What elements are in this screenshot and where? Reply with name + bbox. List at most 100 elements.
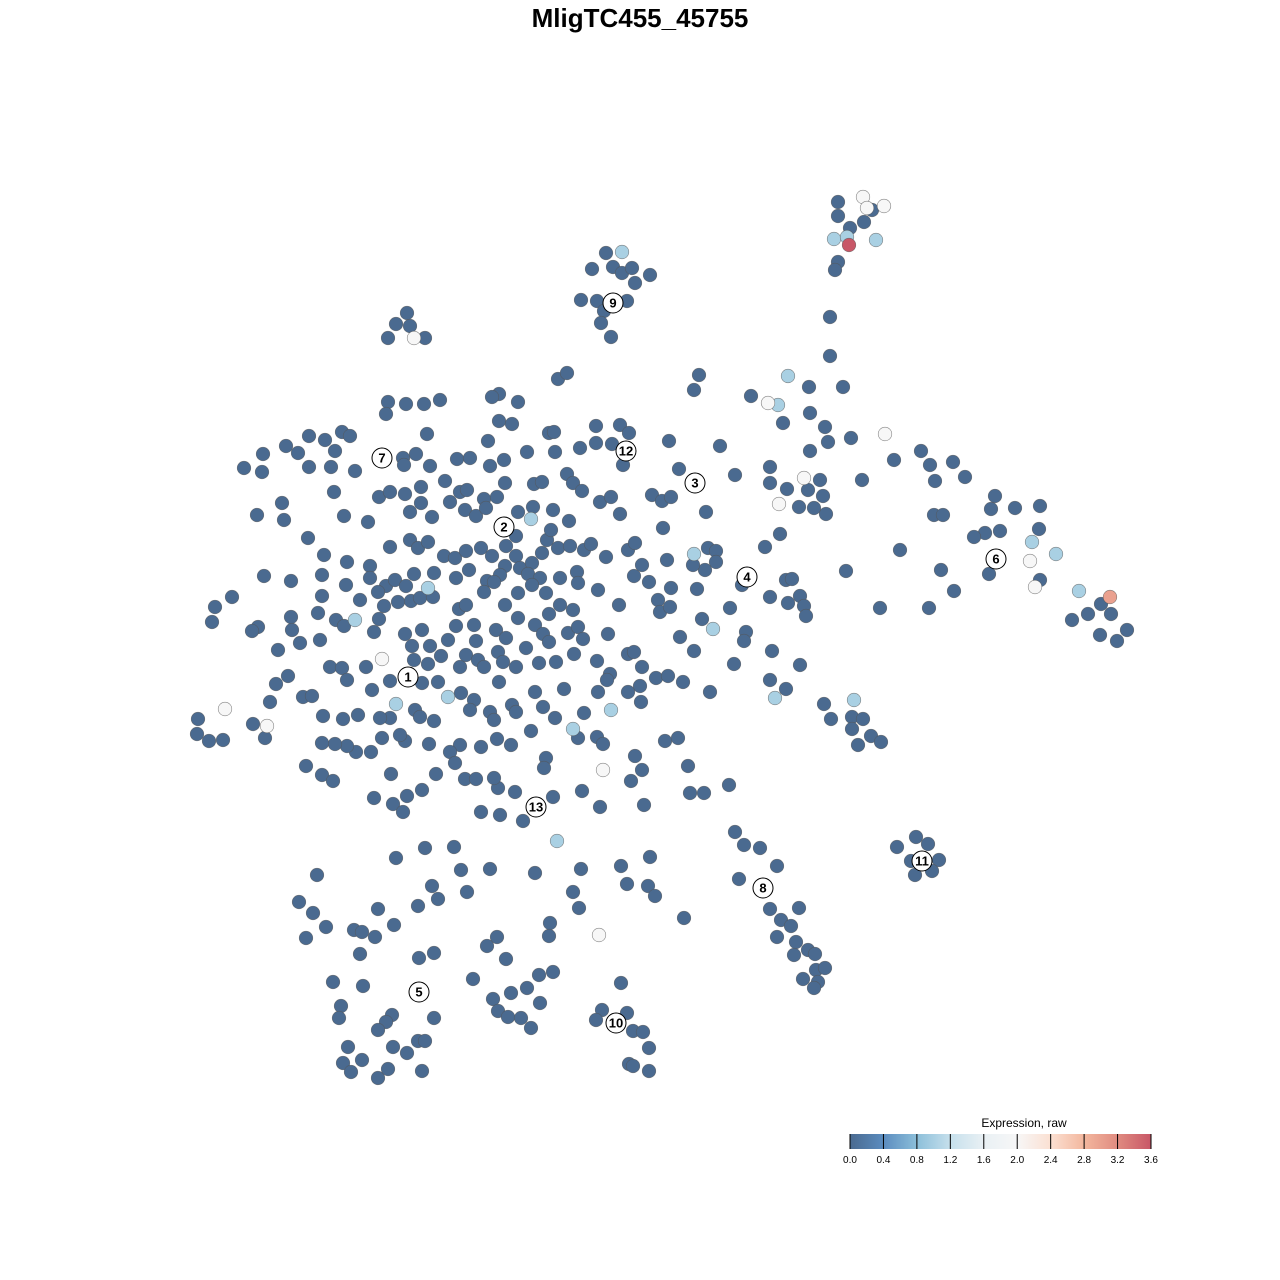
data-point xyxy=(484,389,500,405)
data-point xyxy=(283,573,299,589)
data-point xyxy=(380,1061,396,1077)
data-point xyxy=(543,522,559,538)
data-point xyxy=(515,813,531,829)
data-point xyxy=(621,425,637,441)
data-point xyxy=(414,782,430,798)
legend-colorbar xyxy=(850,1134,1151,1149)
data-point xyxy=(625,1058,641,1074)
data-point xyxy=(458,543,474,559)
legend-tick-label: 2.4 xyxy=(1044,1155,1058,1166)
data-point xyxy=(642,849,658,865)
data-point xyxy=(565,721,581,737)
data-point xyxy=(402,318,418,334)
data-point xyxy=(662,599,678,615)
data-point xyxy=(570,619,586,635)
data-point xyxy=(588,1012,604,1028)
data-point xyxy=(402,504,418,520)
data-point xyxy=(386,917,402,933)
data-point xyxy=(573,292,589,308)
data-point xyxy=(388,850,404,866)
data-point xyxy=(1027,579,1043,595)
data-point xyxy=(398,578,414,594)
cluster-label-badge xyxy=(615,440,637,462)
data-point xyxy=(350,707,366,723)
data-point xyxy=(532,995,548,1011)
data-point xyxy=(1022,553,1038,569)
data-point xyxy=(497,475,513,491)
data-point xyxy=(549,833,565,849)
data-point xyxy=(399,788,415,804)
data-point xyxy=(981,566,997,582)
data-point xyxy=(510,394,526,410)
data-point xyxy=(722,600,738,616)
data-point xyxy=(217,701,233,717)
data-point xyxy=(541,634,557,650)
data-point xyxy=(648,670,664,686)
data-point xyxy=(552,597,568,613)
data-point xyxy=(835,379,851,395)
data-point xyxy=(504,416,520,432)
data-point xyxy=(496,452,512,468)
data-point xyxy=(458,597,474,613)
data-point xyxy=(780,368,796,384)
data-point xyxy=(547,444,563,460)
data-point xyxy=(491,674,507,690)
data-point xyxy=(838,563,854,579)
cluster-label-text: 6 xyxy=(992,552,999,567)
cluster-label-text: 12 xyxy=(619,444,633,459)
data-point xyxy=(817,419,833,435)
data-point xyxy=(660,668,676,684)
data-point xyxy=(388,696,404,712)
data-point xyxy=(632,678,648,694)
data-point xyxy=(249,507,265,523)
data-point xyxy=(592,799,608,815)
data-point xyxy=(399,305,415,321)
data-point xyxy=(503,737,519,753)
data-point xyxy=(256,568,272,584)
data-point xyxy=(392,727,408,743)
data-point xyxy=(270,642,286,658)
data-point xyxy=(478,500,494,516)
data-point xyxy=(1119,622,1135,638)
data-point xyxy=(398,396,414,412)
data-point xyxy=(336,508,352,524)
data-point xyxy=(892,542,908,558)
data-point xyxy=(305,905,321,921)
cluster-label-badge xyxy=(911,850,933,872)
data-point xyxy=(430,674,446,690)
cluster-label-text: 2 xyxy=(500,520,507,535)
data-point xyxy=(548,654,564,670)
data-point xyxy=(339,672,355,688)
data-point xyxy=(426,1010,442,1026)
data-point xyxy=(769,858,785,874)
data-point xyxy=(659,552,675,568)
chart-title: MligTC455_45755 xyxy=(532,3,749,33)
data-point xyxy=(992,523,1008,539)
cluster-label-badge xyxy=(605,1012,627,1034)
data-point xyxy=(433,648,449,664)
data-point xyxy=(370,1022,386,1038)
data-point xyxy=(498,630,514,646)
data-point xyxy=(507,784,523,800)
data-point xyxy=(527,684,543,700)
data-point xyxy=(822,348,838,364)
data-point xyxy=(634,557,650,573)
data-point xyxy=(527,617,543,633)
data-point xyxy=(292,635,308,651)
data-point xyxy=(430,891,446,907)
data-point xyxy=(802,443,818,459)
data-point xyxy=(731,871,747,887)
cluster-label-text: 11 xyxy=(915,854,929,869)
data-point xyxy=(301,459,317,475)
data-point xyxy=(574,483,590,499)
data-point xyxy=(335,711,351,727)
data-point xyxy=(801,379,817,395)
data-point xyxy=(397,626,413,642)
data-point xyxy=(671,461,687,477)
data-point xyxy=(397,486,413,502)
data-point xyxy=(406,652,422,668)
data-point xyxy=(752,840,768,856)
data-point xyxy=(449,451,465,467)
data-point xyxy=(428,766,444,782)
cluster-label-text: 10 xyxy=(609,1016,623,1031)
